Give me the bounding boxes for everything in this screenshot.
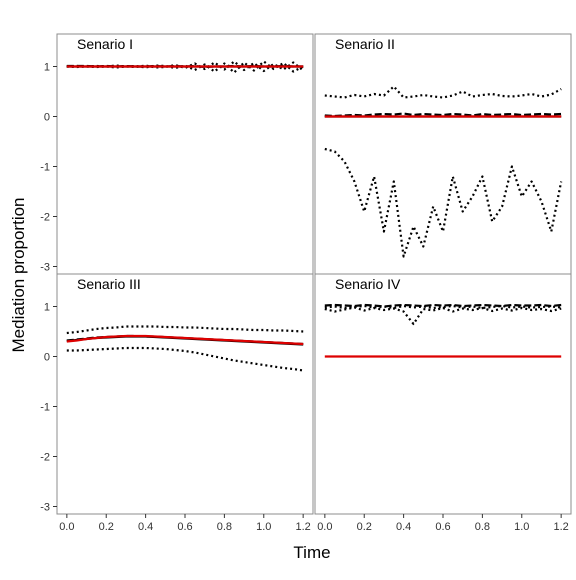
panel-senario-iii: Senario III (56, 273, 314, 515)
panel-series-group (66, 325, 304, 372)
y-tick-label: -3 (40, 262, 50, 274)
panel-title: Senario I (77, 36, 133, 52)
x-tick-label: 0.6 (177, 521, 192, 533)
series-line-dotted (66, 346, 304, 372)
panel-series-group (324, 303, 562, 358)
y-tick-label: 1 (44, 302, 50, 314)
panels-layer: Senario I Senario II Senario III Senario IV (56, 33, 572, 515)
series-line-dashed (324, 303, 562, 308)
x-tick-label: 0.4 (138, 521, 153, 533)
panel-senario-i: Senario I (56, 33, 314, 275)
x-tick-label: 0.2 (99, 521, 114, 533)
x-tick-label: 0.8 (217, 521, 232, 533)
panel-border (56, 273, 314, 515)
y-tick-label: 0 (44, 352, 50, 364)
y-tick-label: -3 (40, 502, 50, 514)
panel-series-group (66, 60, 304, 74)
y-tick-label: -1 (40, 162, 50, 174)
y-tick-label: 0 (44, 112, 50, 124)
series-line-dotted (66, 325, 304, 335)
x-axis-title: Time (293, 543, 330, 562)
panel-senario-ii: Senario II (314, 33, 572, 275)
axes-layer: 1 0 -1 -2 -3 1 0 -1 -2 -3 0.0 0.2 0.4 0.6 0.8 1.0 1.2 0.0… (40, 62, 569, 534)
series-line-dotted (324, 306, 562, 326)
panel-border (314, 33, 572, 275)
x-tick-label: 1.0 (256, 521, 271, 533)
series-line-dotted (324, 147, 563, 258)
y-tick-label: 1 (44, 62, 50, 74)
x-tick-label: 0.2 (357, 521, 372, 533)
x-tick-label: 0.0 (59, 521, 74, 533)
y-tick-label: -2 (40, 452, 50, 464)
x-tick-label: 1.0 (514, 521, 529, 533)
series-line-dotted (324, 85, 562, 99)
panel-title: Senario III (77, 276, 141, 292)
panel-senario-iv: Senario IV (314, 273, 572, 515)
x-tick-label: 0.8 (475, 521, 490, 533)
x-tick-label: 0.6 (435, 521, 450, 533)
series-line-solid-red (66, 334, 304, 346)
panel-series-group (324, 85, 563, 258)
panel-title: Senario II (335, 36, 395, 52)
y-tick-label: -2 (40, 212, 50, 224)
x-tick-label: 0.4 (396, 521, 411, 533)
x-tick-label: 1.2 (554, 521, 569, 533)
panel-border (56, 33, 314, 275)
x-tick-label: 0.0 (317, 521, 332, 533)
y-axis-title: Mediation proportion (9, 198, 28, 353)
panel-border (314, 273, 572, 515)
panel-title: Senario IV (335, 276, 401, 292)
x-tick-label: 1.2 (296, 521, 311, 533)
series-line-dotted (66, 60, 304, 73)
y-tick-label: -1 (40, 402, 50, 414)
